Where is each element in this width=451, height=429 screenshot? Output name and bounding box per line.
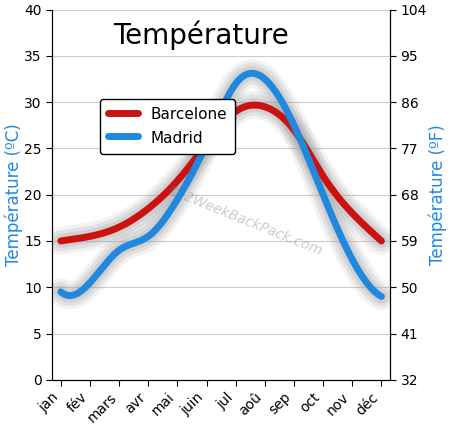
Barcelone: [248, 103, 253, 108]
Madrid: [248, 71, 253, 76]
Madrid: [350, 257, 355, 263]
Text: © 2WeekBackPack.com: © 2WeekBackPack.com: [165, 183, 324, 258]
Barcelone: [252, 103, 258, 108]
Barcelone: [58, 239, 64, 244]
Madrid: [329, 214, 335, 219]
Y-axis label: Température (ºC): Température (ºC): [4, 124, 23, 266]
Madrid: [59, 290, 64, 295]
Madrid: [255, 72, 261, 77]
Text: Température: Température: [113, 21, 289, 50]
Legend: Barcelone, Madrid: Barcelone, Madrid: [100, 99, 235, 154]
Line: Madrid: Madrid: [61, 73, 382, 296]
Barcelone: [350, 211, 355, 216]
Madrid: [58, 289, 64, 294]
Madrid: [250, 71, 255, 76]
Barcelone: [59, 238, 64, 243]
Barcelone: [379, 239, 384, 244]
Madrid: [249, 71, 254, 76]
Barcelone: [255, 103, 261, 108]
Line: Barcelone: Barcelone: [61, 105, 382, 241]
Madrid: [379, 294, 384, 299]
Barcelone: [249, 103, 254, 108]
Barcelone: [329, 187, 335, 192]
Y-axis label: Température (ºF): Température (ºF): [428, 124, 447, 265]
